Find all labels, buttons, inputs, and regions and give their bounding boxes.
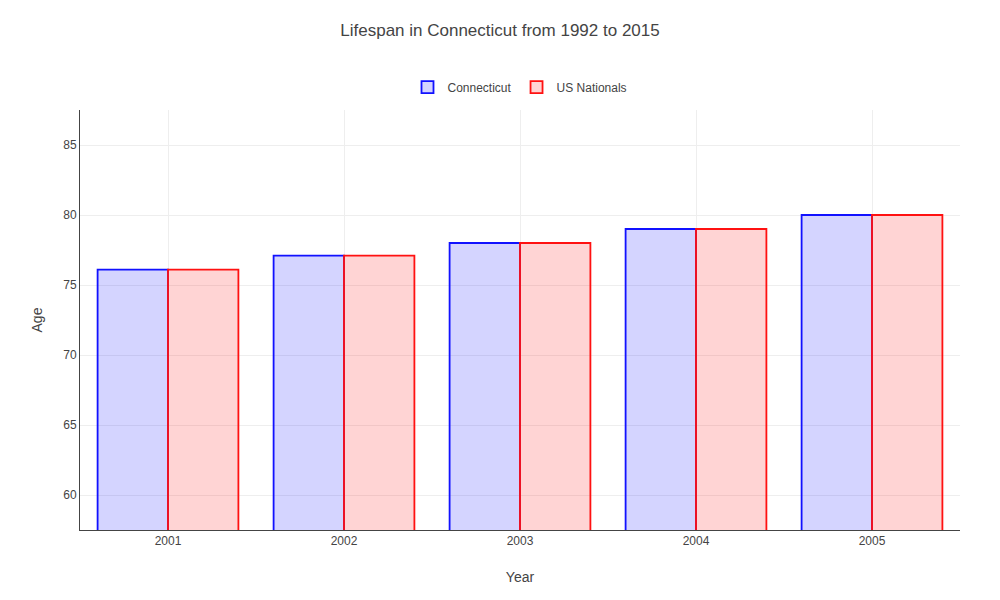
svg-text:Connecticut: Connecticut (448, 81, 512, 95)
svg-text:2005: 2005 (859, 534, 886, 548)
svg-text:2004: 2004 (683, 534, 710, 548)
svg-text:2002: 2002 (331, 534, 358, 548)
svg-text:70: 70 (63, 348, 77, 362)
svg-text:2003: 2003 (507, 534, 534, 548)
svg-text:75: 75 (63, 278, 77, 292)
svg-text:Year: Year (506, 569, 535, 585)
svg-text:60: 60 (63, 488, 77, 502)
svg-text:65: 65 (63, 418, 77, 432)
svg-text:80: 80 (63, 208, 77, 222)
svg-text:2001: 2001 (155, 534, 182, 548)
svg-text:Lifespan in Connecticut from 1: Lifespan in Connecticut from 1992 to 201… (340, 21, 659, 40)
svg-text:85: 85 (63, 138, 77, 152)
svg-text:US Nationals: US Nationals (557, 81, 627, 95)
svg-text:Age: Age (29, 307, 45, 332)
